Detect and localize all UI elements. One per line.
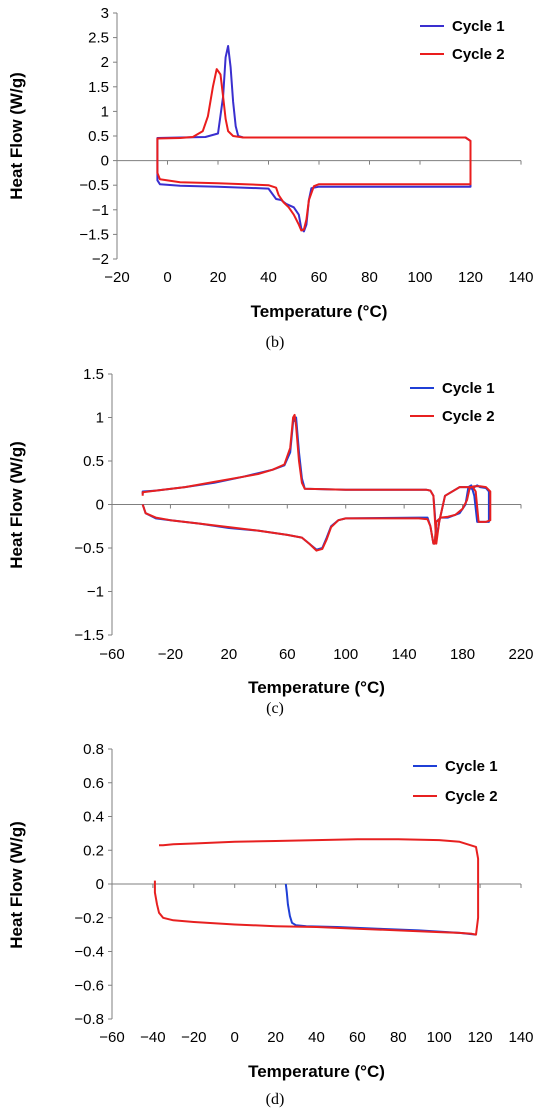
chart-b-y-tick-label: 2	[101, 54, 109, 71]
panel-label-d: (d)	[265, 1091, 285, 1108]
chart-b-x-tick-label: 20	[210, 269, 227, 286]
chart-d-y-tick-label: 0	[96, 876, 104, 893]
chart-d-y-tick-label: 0.4	[83, 809, 104, 826]
chart-b-y-tick-label: −1	[92, 202, 109, 219]
chart-c-series-2-line	[141, 413, 492, 552]
chart-b-x-tick-label: 60	[311, 269, 328, 286]
chart-c-x-tick-label: 20	[221, 646, 238, 663]
chart-c-y-axis-title: Heat Flow (W/g)	[7, 441, 26, 568]
chart-c-x-tick-label: −20	[158, 646, 183, 663]
chart-d-x-tick-label: 140	[508, 1029, 533, 1046]
chart-d-x-tick-label: 100	[427, 1029, 452, 1046]
chart-b-x-tick-label: −20	[104, 269, 129, 286]
chart-b-y-tick-label: −0.5	[79, 177, 109, 194]
chart-b-x-tick-label: 80	[361, 269, 378, 286]
chart-c-x-tick-label: 60	[279, 646, 296, 663]
chart-b-x-tick-label: 120	[458, 269, 483, 286]
chart-d-x-axis-title: Temperature (°C)	[248, 1062, 385, 1081]
panel-label-b: (b)	[265, 334, 285, 351]
chart-panel-d: −0.8 −0.6 −0.4 −0.2 0 0.2 0.4 0.6 0.8 −60 −40 −20 0 2…	[0, 735, 550, 1118]
chart-b-x-tick-label: 0	[163, 269, 171, 286]
chart-d-svg: −0.8 −0.6 −0.4 −0.2 0 0.2 0.4 0.6 0.8 −60 −40 −20 0 2…	[7, 741, 534, 1081]
chart-b-y-tick-label: 2.5	[88, 30, 109, 47]
chart-d-y-axis-title: Heat Flow (W/g)	[7, 821, 26, 948]
chart-b-series-2-line	[156, 68, 472, 232]
chart-panel-b: −2 −1.5 −1 −0.5 0 0.5 1 1.5 2 2.5 3 −20 0 20 40 60 80 100…	[0, 0, 550, 360]
chart-b-x-tick-label: 140	[508, 269, 533, 286]
chart-d-y-tick-label: 0.2	[83, 842, 104, 859]
chart-c-y-tick-label: −0.5	[74, 540, 104, 557]
chart-b-legend-label-2: Cycle 2	[452, 46, 505, 63]
chart-d-y-tick-label: −0.6	[74, 977, 104, 994]
chart-d-y-tick-label: 0.6	[83, 775, 104, 792]
chart-d-y-tick-label: 0.8	[83, 741, 104, 758]
chart-c-y-tick-label: 1	[96, 410, 104, 427]
chart-d-x-tick-label: 60	[349, 1029, 366, 1046]
chart-d-x-tick-label: 80	[390, 1029, 407, 1046]
chart-c-x-axis-title: Temperature (°C)	[248, 678, 385, 697]
chart-b-y-tick-label: 0.5	[88, 128, 109, 145]
chart-b-y-axis-title: Heat Flow (W/g)	[7, 72, 26, 199]
chart-d-y-tick-label: −0.2	[74, 910, 104, 927]
chart-d-x-tick-label: 40	[308, 1029, 325, 1046]
chart-d-y-tick-label: −0.4	[74, 944, 104, 961]
chart-b-svg: −2 −1.5 −1 −0.5 0 0.5 1 1.5 2 2.5 3 −20 0 20 40 60 80 100…	[7, 5, 534, 321]
chart-d-series-2-line	[153, 838, 480, 936]
chart-c-x-tick-label: 220	[508, 646, 533, 663]
chart-d-legend-label-2: Cycle 2	[445, 788, 498, 805]
chart-b-x-tick-label: 100	[407, 269, 432, 286]
chart-b-y-tick-label: 0	[101, 153, 109, 170]
chart-panel-c: −1.5 −1 −0.5 0 0.5 1 1.5 −60 −20 20 60 100 140 180 220…	[0, 360, 550, 735]
chart-c-y-tick-label: 0	[96, 497, 104, 514]
chart-d-x-tick-label: 0	[231, 1029, 239, 1046]
chart-d-x-tick-label: −40	[140, 1029, 165, 1046]
chart-c-series-1-line	[141, 416, 490, 551]
chart-c-y-tick-label: −1.5	[74, 627, 104, 644]
chart-b-y-tick-label: 1.5	[88, 79, 109, 96]
chart-c-y-tick-label: −1	[87, 584, 104, 601]
chart-c-legend-label-2: Cycle 2	[442, 408, 495, 425]
chart-b-legend-label-1: Cycle 1	[452, 18, 505, 35]
chart-b-y-tick-label: 3	[101, 5, 109, 22]
chart-d-legend-label-1: Cycle 1	[445, 758, 498, 775]
chart-b-y-tick-label: −1.5	[79, 226, 109, 243]
chart-c-x-tick-label: 140	[392, 646, 417, 663]
chart-b-x-tick-label: 40	[260, 269, 277, 286]
chart-d-y-tick-label: −0.8	[74, 1011, 104, 1028]
chart-c-y-tick-label: 0.5	[83, 453, 104, 470]
chart-d-x-tick-label: −20	[181, 1029, 206, 1046]
panel-label-c: (c)	[266, 700, 284, 717]
chart-b-x-axis-title: Temperature (°C)	[251, 302, 388, 321]
chart-c-x-tick-label: 100	[333, 646, 358, 663]
chart-b-y-tick-label: −2	[92, 251, 109, 268]
chart-b-y-tick-label: 1	[101, 103, 109, 120]
chart-c-x-tick-label: −60	[99, 646, 124, 663]
chart-d-x-tick-label: −60	[99, 1029, 124, 1046]
chart-c-legend-label-1: Cycle 1	[442, 380, 495, 397]
chart-d-x-tick-label: 120	[468, 1029, 493, 1046]
chart-c-x-tick-label: 180	[450, 646, 475, 663]
chart-c-svg: −1.5 −1 −0.5 0 0.5 1 1.5 −60 −20 20 60 100 140 180 220…	[7, 366, 534, 697]
chart-b-series-1-line	[156, 45, 472, 233]
chart-c-y-tick-label: 1.5	[83, 366, 104, 383]
chart-d-x-tick-label: 20	[267, 1029, 284, 1046]
